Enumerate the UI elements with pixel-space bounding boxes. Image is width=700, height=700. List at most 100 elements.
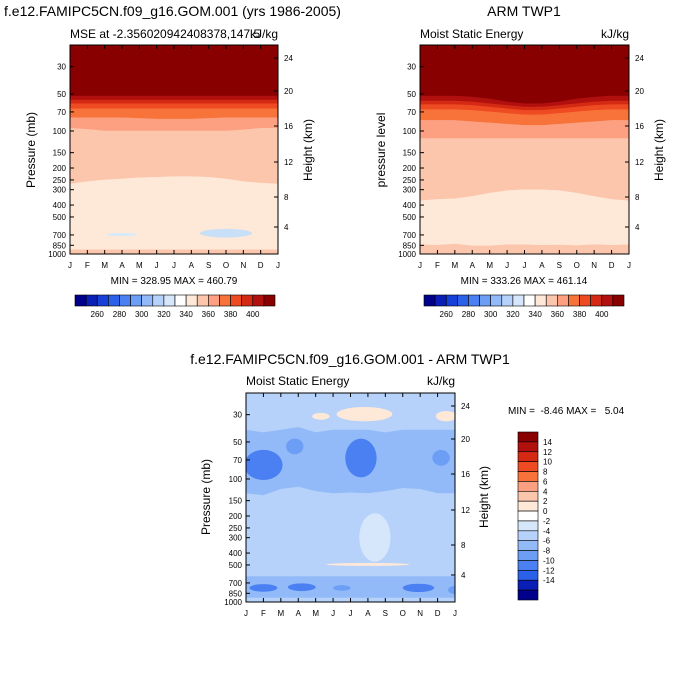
colorbar-label: 360 <box>551 310 565 319</box>
y2-tick-label: 4 <box>635 223 640 232</box>
panel-subtitle-right: kJ/kg <box>427 374 455 388</box>
x-tick-label: J <box>523 261 527 270</box>
colorbar-swatch <box>601 294 614 307</box>
colorbar-swatch <box>108 294 120 307</box>
colorbar-swatch <box>96 294 109 307</box>
contour-cell <box>326 562 410 566</box>
y-tick-label: 150 <box>403 149 417 158</box>
y-tick-label: 70 <box>407 108 416 117</box>
colorbar-swatch <box>545 294 558 307</box>
panel-title: ARM TWP1 <box>487 3 561 19</box>
y2-tick-label: 20 <box>461 435 470 444</box>
y2-tick-label: 20 <box>635 87 644 96</box>
colorbar-swatch <box>517 520 539 532</box>
colorbar-swatch <box>534 294 547 307</box>
y-tick-label: 1000 <box>48 250 66 259</box>
colorbar-label: 280 <box>113 310 127 319</box>
colorbar-swatch <box>501 294 514 307</box>
colorbar-swatch <box>517 461 539 472</box>
colorbar-label: 380 <box>573 310 587 319</box>
y2-tick-label: 24 <box>461 402 470 411</box>
colorbar-swatch <box>517 530 539 542</box>
y-tick-label: 100 <box>403 127 417 136</box>
y-tick-label: 70 <box>57 108 66 117</box>
contour-cell <box>345 438 377 478</box>
colorbar-swatch <box>517 570 539 581</box>
colorbar-swatch <box>523 294 536 307</box>
y-tick-label: 850 <box>403 241 417 250</box>
y2-tick-label: 24 <box>284 54 293 63</box>
colorbar-swatch <box>512 294 525 307</box>
colorbar-label: 280 <box>462 310 476 319</box>
y-tick-label: 250 <box>53 176 67 185</box>
colorbar-swatch <box>517 560 539 571</box>
y-tick-label: 300 <box>229 534 243 543</box>
y2-tick-label: 20 <box>284 87 293 96</box>
colorbar-swatch <box>208 294 220 307</box>
y-tick-label: 850 <box>53 241 67 250</box>
x-tick-label: J <box>276 261 280 270</box>
y-tick-label: 500 <box>229 561 243 570</box>
y-tick-label: 850 <box>229 589 243 598</box>
colorbar-swatch <box>252 294 265 307</box>
y-tick-label: 30 <box>407 63 416 72</box>
x-tick-label: J <box>505 261 509 270</box>
x-tick-label: N <box>240 261 246 270</box>
x-tick-label: D <box>609 261 615 270</box>
contour-cell <box>435 410 455 422</box>
panel-subtitle-left: Moist Static Energy <box>420 27 523 41</box>
x-tick-label: S <box>383 609 388 618</box>
y-tick-label: 400 <box>229 549 243 558</box>
y-tick-label: 500 <box>403 213 417 222</box>
colorbar-label: 2 <box>543 497 548 506</box>
contour-band <box>70 99 278 104</box>
x-tick-label: J <box>244 609 248 618</box>
x-tick-label: J <box>68 261 72 270</box>
colorbar-label: 320 <box>157 310 171 319</box>
y2-axis-label: Height (km) <box>477 466 491 528</box>
y-axis-label: pressure level <box>374 113 388 188</box>
x-tick-label: J <box>418 261 422 270</box>
colorbar-swatch <box>490 294 503 307</box>
contour-background <box>246 393 455 602</box>
panel-subtitle-right: kJ/kg <box>601 27 629 41</box>
colorbar-swatch <box>517 441 539 453</box>
contour-cell <box>402 583 435 593</box>
colorbar-swatch <box>174 294 187 307</box>
colorbar-swatch <box>568 294 580 307</box>
x-tick-label: A <box>365 609 371 618</box>
colorbar-swatch <box>517 471 539 482</box>
x-tick-label: M <box>136 261 143 270</box>
colorbar-swatch <box>434 294 447 307</box>
x-tick-label: M <box>312 609 319 618</box>
colorbar-swatch <box>74 294 87 307</box>
y2-tick-label: 4 <box>284 223 289 232</box>
contour-cell <box>448 585 455 594</box>
y-axis-label: Pressure (mb) <box>199 459 213 535</box>
colorbar-swatch <box>423 294 436 307</box>
colorbar-label: 340 <box>528 310 542 319</box>
contour-band <box>70 95 278 101</box>
x-tick-label: J <box>331 609 335 618</box>
colorbar-swatch <box>457 294 469 307</box>
x-tick-label: M <box>277 609 284 618</box>
panel-difference: f.e12.FAMIPC5CN.f09_g16.GOM.001 - ARM TW… <box>190 351 624 618</box>
colorbar-label: 6 <box>543 477 548 486</box>
contour-cell <box>312 412 330 420</box>
x-tick-label: D <box>258 261 264 270</box>
y-tick-label: 200 <box>53 164 67 173</box>
colorbar-swatch <box>517 589 539 601</box>
colorbar-swatch <box>612 294 625 307</box>
colorbar-label: 14 <box>543 438 552 447</box>
y-tick-label: 700 <box>229 579 243 588</box>
y-tick-label: 30 <box>233 411 242 420</box>
y-tick-label: 300 <box>53 186 67 195</box>
contour-cell <box>200 228 252 238</box>
x-tick-label: J <box>155 261 159 270</box>
y2-tick-label: 12 <box>284 158 293 167</box>
y2-tick-label: 16 <box>461 470 470 479</box>
x-tick-label: M <box>486 261 493 270</box>
contour-cell <box>432 449 450 466</box>
